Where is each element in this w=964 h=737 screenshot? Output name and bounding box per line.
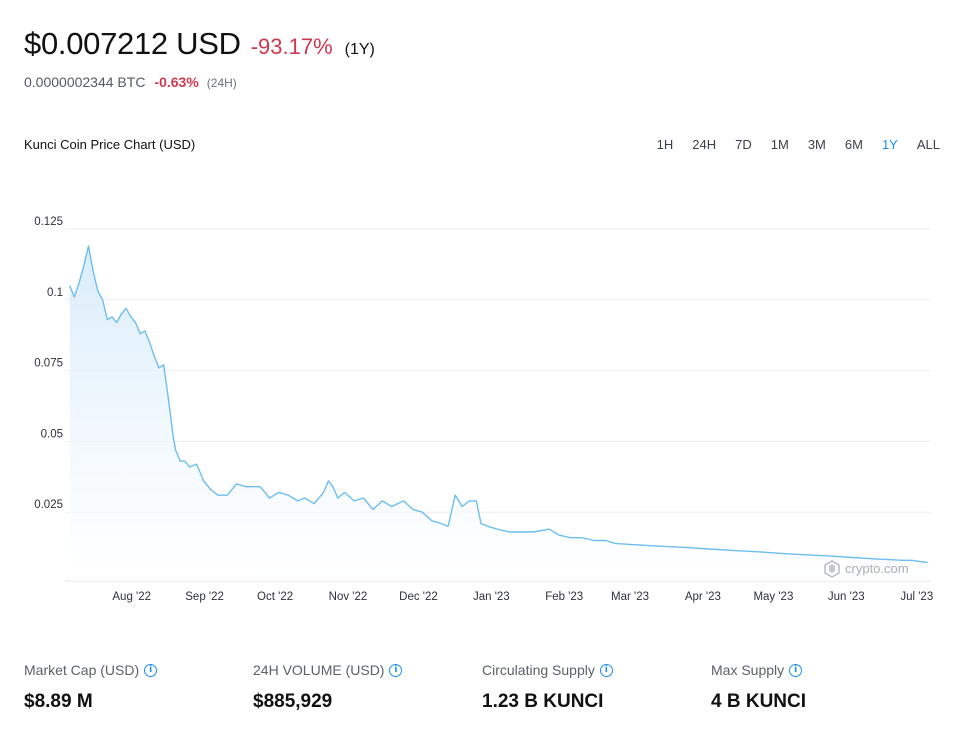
range-tab-1m[interactable]: 1M xyxy=(770,137,789,152)
watermark-text: crypto.com xyxy=(845,561,909,576)
x-tick-label: Jun '23 xyxy=(828,591,865,603)
stat-circulating-supply: Circulating Supply i 1.23 B KUNCI xyxy=(482,662,711,713)
range-tab-1h[interactable]: 1H xyxy=(656,137,674,152)
x-tick-label: Sep '22 xyxy=(185,591,224,603)
x-tick-label: May '23 xyxy=(753,591,793,603)
period-1y: (1Y) xyxy=(344,41,375,58)
range-tab-24h[interactable]: 24H xyxy=(692,137,717,152)
x-tick-label: Dec '22 xyxy=(399,591,438,603)
x-tick-label: Apr '23 xyxy=(685,591,721,603)
x-tick-label: Jul '23 xyxy=(900,591,933,603)
btc-price-row: 0.0000002344 BTC -0.63% (24H) xyxy=(24,74,237,90)
stat-label: Circulating Supply xyxy=(482,662,595,678)
stat-value: $885,929 xyxy=(253,691,333,712)
range-tab-6m[interactable]: 6M xyxy=(844,137,863,152)
chart-title: Kunci Coin Price Chart (USD) xyxy=(24,137,196,152)
stat-label: Market Cap (USD) xyxy=(24,662,140,678)
stats-row: Market Cap (USD) i $8.89 M 24H VOLUME (US… xyxy=(24,662,940,713)
y-tick-label: 0.1 xyxy=(47,287,63,299)
x-axis: Aug '22 Sep '22 Oct '22 Nov '22 Dec '22 Jan '… xyxy=(112,591,933,603)
x-tick-label: Nov '22 xyxy=(329,591,368,603)
stat-value: $8.89 M xyxy=(24,691,93,712)
x-tick-label: Aug '22 xyxy=(112,591,151,603)
crypto-com-logo-icon xyxy=(824,560,840,578)
price-chart[interactable]: 0.025 0.05 0.075 0.1 0.125 Aug '22 Sep '22 Oct… xyxy=(0,200,964,620)
price-btc: 0.0000002344 BTC xyxy=(24,74,146,90)
period-24h: (24H) xyxy=(206,76,237,90)
info-icon[interactable]: i xyxy=(599,663,613,677)
range-tab-all[interactable]: ALL xyxy=(916,137,940,152)
range-tab-7d[interactable]: 7D xyxy=(735,137,752,152)
change-24h: -0.63% xyxy=(154,74,199,90)
y-tick-label: 0.025 xyxy=(34,499,63,511)
stat-value: 4 B KUNCI xyxy=(711,691,807,712)
stat-24h-volume: 24H VOLUME (USD) i $885,929 xyxy=(253,662,482,713)
price-area xyxy=(69,246,928,581)
x-tick-label: Jan '23 xyxy=(473,591,510,603)
x-tick-label: Feb '23 xyxy=(545,591,583,603)
stat-label: 24H VOLUME (USD) xyxy=(253,662,385,678)
stat-max-supply: Max Supply i 4 B KUNCI xyxy=(711,662,940,713)
stat-label: Max Supply xyxy=(711,662,785,678)
stat-market-cap: Market Cap (USD) i $8.89 M xyxy=(24,662,253,713)
info-icon[interactable]: i xyxy=(389,663,403,677)
range-tabs: 1H 24H 7D 1M 3M 6M 1Y ALL xyxy=(638,137,940,152)
y-axis: 0.025 0.05 0.075 0.1 0.125 xyxy=(34,216,63,511)
x-tick-label: Oct '22 xyxy=(257,591,293,603)
info-icon[interactable]: i xyxy=(144,663,158,677)
info-icon[interactable]: i xyxy=(789,663,803,677)
y-tick-label: 0.05 xyxy=(41,428,63,440)
price-usd: $0.007212 USD xyxy=(24,26,241,61)
crypto-com-watermark: crypto.com xyxy=(824,560,909,578)
price-line xyxy=(69,245,928,564)
range-tab-1y[interactable]: 1Y xyxy=(881,137,898,152)
y-tick-label: 0.075 xyxy=(34,358,63,370)
stat-value: 1.23 B KUNCI xyxy=(482,691,604,712)
change-1y: -93.17% xyxy=(250,34,333,59)
y-tick-label: 0.125 xyxy=(34,216,63,228)
price-header: $0.007212 USD -93.17% (1Y) xyxy=(24,26,375,62)
range-tab-3m[interactable]: 3M xyxy=(807,137,826,152)
x-tick-label: Mar '23 xyxy=(611,591,649,603)
